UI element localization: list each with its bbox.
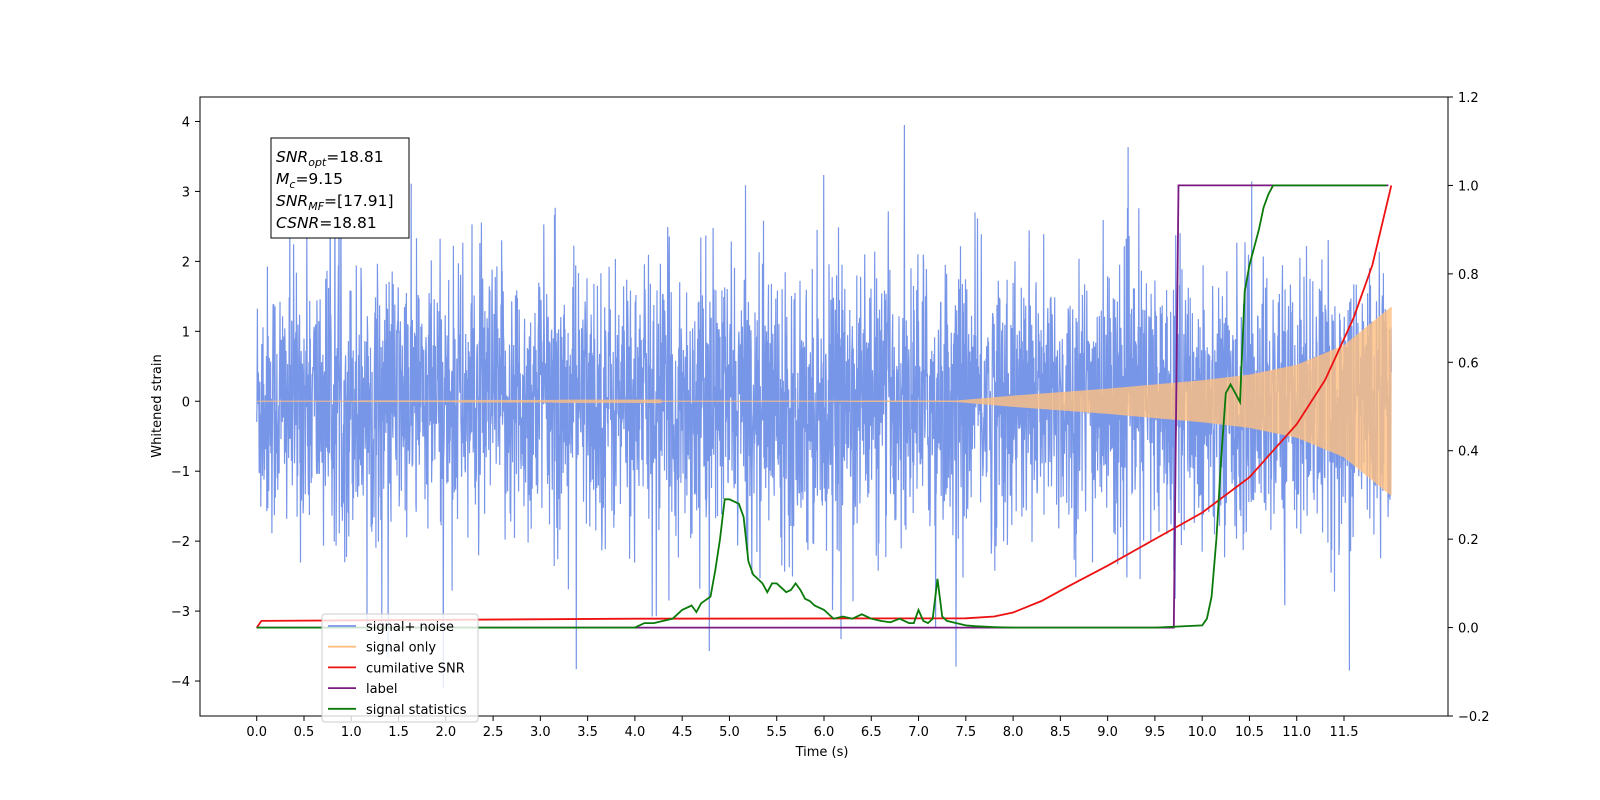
y-axis-right: 1.2 1.0 0.8 0.6 0.4 0.2 0.0 −0.2 bbox=[1448, 91, 1490, 725]
x-tick-label: 1.0 bbox=[341, 725, 362, 740]
legend: signal+ noise signal only cumilative SNR la… bbox=[321, 613, 479, 723]
x-tick-label: 0.5 bbox=[294, 725, 315, 740]
x-tick-label: 8.5 bbox=[1050, 725, 1071, 740]
series-signal-only bbox=[256, 306, 1392, 496]
annotation-line: CSNR=18.81 bbox=[276, 214, 377, 232]
y2-tick-label: 0.8 bbox=[1458, 268, 1479, 283]
series-signal-noise bbox=[256, 124, 1392, 689]
x-tick-label: 7.5 bbox=[955, 725, 976, 740]
x-tick-label: 11.0 bbox=[1282, 725, 1311, 740]
series-line bbox=[255, 185, 1393, 629]
y2-tick-label: 0.2 bbox=[1458, 533, 1479, 548]
x-tick-label: 3.5 bbox=[577, 725, 598, 740]
annotation-box: SNRopt=18.81Mc=9.15SNRMF=[17.91]CSNR=18.… bbox=[270, 137, 410, 239]
y-tick-label: −2 bbox=[171, 535, 190, 550]
y-tick-label: −1 bbox=[171, 465, 190, 480]
y2-tick-label: −0.2 bbox=[1458, 710, 1490, 725]
x-tick-label: 0.0 bbox=[246, 725, 267, 740]
x-tick-label: 2.5 bbox=[483, 725, 504, 740]
x-axis: 0.0 0.5 1.0 1.5 2.0 2.5 3.0 3.5 4.0 4.5 5.0 5.5 6.0 6… bbox=[246, 716, 1358, 740]
x-tick-label: 7.0 bbox=[908, 725, 929, 740]
x-tick-label: 10.0 bbox=[1188, 725, 1217, 740]
y-tick-label: 4 bbox=[182, 115, 190, 130]
y-axis-left: 4 3 2 1 0 −1 −2 −3 −4 bbox=[171, 115, 200, 690]
legend-entry: signal+ noise bbox=[366, 620, 454, 635]
chirp-line bbox=[256, 306, 1392, 496]
legend-frame bbox=[321, 613, 479, 723]
y-tick-label: −4 bbox=[171, 675, 190, 690]
annotation-line: Mc=9.15 bbox=[276, 170, 343, 191]
series-line bbox=[256, 184, 1387, 629]
y-tick-label: 0 bbox=[182, 395, 190, 410]
x-tick-label: 5.0 bbox=[719, 725, 740, 740]
x-tick-label: 3.0 bbox=[530, 725, 551, 740]
right-axis-series bbox=[255, 184, 1393, 629]
x-tick-label: 8.0 bbox=[1003, 725, 1024, 740]
legend-entry: signal statistics bbox=[366, 703, 467, 718]
legend-entry: signal only bbox=[366, 641, 436, 656]
y-tick-label: 2 bbox=[182, 255, 190, 270]
y-tick-label: −3 bbox=[171, 605, 190, 620]
x-tick-label: 4.0 bbox=[625, 725, 646, 740]
x-tick-label: 1.5 bbox=[388, 725, 409, 740]
x-tick-label: 2.0 bbox=[435, 725, 456, 740]
y2-tick-label: 1.2 bbox=[1458, 91, 1479, 106]
y-axis-label: Whitened strain bbox=[150, 354, 165, 457]
x-tick-label: 9.5 bbox=[1145, 725, 1166, 740]
x-tick-label: 6.5 bbox=[861, 725, 882, 740]
x-tick-label: 5.5 bbox=[766, 725, 787, 740]
x-axis-label: Time (s) bbox=[795, 745, 849, 760]
y2-tick-label: 0.6 bbox=[1458, 356, 1479, 371]
x-tick-label: 10.5 bbox=[1235, 725, 1264, 740]
y2-tick-label: 1.0 bbox=[1458, 179, 1479, 194]
y-tick-label: 3 bbox=[182, 185, 190, 200]
annotation-line: SNRMF=[17.91] bbox=[276, 192, 394, 213]
legend-entry: label bbox=[366, 682, 397, 697]
x-tick-label: 9.0 bbox=[1097, 725, 1118, 740]
noise-line bbox=[256, 124, 1392, 689]
legend-entry: cumilative SNR bbox=[366, 661, 465, 676]
y2-tick-label: 0.0 bbox=[1458, 622, 1479, 637]
x-tick-label: 11.5 bbox=[1330, 725, 1359, 740]
annotation-line: SNRopt=18.81 bbox=[276, 148, 384, 169]
x-tick-label: 4.5 bbox=[672, 725, 693, 740]
y-tick-label: 1 bbox=[182, 325, 190, 340]
x-tick-label: 6.0 bbox=[814, 725, 835, 740]
y2-tick-label: 0.4 bbox=[1458, 445, 1479, 460]
annotation-frame bbox=[270, 137, 410, 239]
